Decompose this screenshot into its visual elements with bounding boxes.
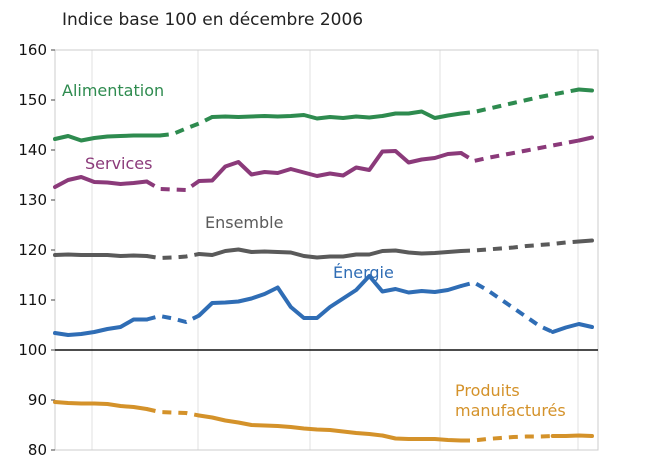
series-line-services-dashed xyxy=(459,138,580,163)
series-line-ensemble-dashed xyxy=(460,239,580,253)
grid-layer xyxy=(91,50,579,450)
chart-subtitle: Indice base 100 en décembre 2006 xyxy=(62,10,364,30)
series-line-energie-solid xyxy=(197,274,463,320)
series-label-produits-manufactures: Produits xyxy=(455,381,520,400)
series-line-energie-dashed xyxy=(460,280,554,334)
series-line-services-dashed xyxy=(145,179,201,192)
series-line-alimentation-dashed xyxy=(159,115,214,138)
y-tick-label: 130 xyxy=(18,191,47,209)
series-label-energie: Énergie xyxy=(333,263,394,282)
series-line-ensemble-solid xyxy=(53,252,149,258)
series-label-alimentation: Alimentation xyxy=(62,81,164,100)
series-line-produits-manufactures-solid xyxy=(550,433,594,438)
y-tick-label: 120 xyxy=(18,241,47,259)
series-label-ensemble: Ensemble xyxy=(205,213,283,232)
y-tick-label: 110 xyxy=(18,291,47,309)
series-label-produits-manufactures: manufacturés xyxy=(455,401,566,420)
series-line-energie-solid xyxy=(550,322,594,334)
y-tick-label: 90 xyxy=(28,391,47,409)
axis-layer: 80 90 100 110 120 130 140 150 160 xyxy=(18,41,599,459)
series-line-produits-manufactures-solid xyxy=(197,413,463,443)
series-line-alimentation-dashed xyxy=(460,87,580,116)
y-tick-label: 80 xyxy=(28,441,47,459)
series-line-ensemble-solid xyxy=(576,238,594,244)
series-line-produits-manufactures-dashed xyxy=(146,407,200,418)
series-line-services-solid xyxy=(576,135,594,143)
series-label-services: Services xyxy=(85,154,152,173)
y-tick-label: 100 xyxy=(18,341,47,359)
series-line-alimentation-solid xyxy=(210,109,463,121)
series-line-produits-manufactures-dashed xyxy=(461,434,553,443)
series-line-alimentation-solid xyxy=(53,133,162,143)
series-line-energie-dashed xyxy=(146,313,200,324)
series-line-alimentation-solid xyxy=(576,87,594,93)
series-line-ensemble-solid xyxy=(197,247,463,260)
series-line-energie-solid xyxy=(53,317,149,337)
label-layer: Alimentation Services Ensemble Énergie Produ… xyxy=(62,81,566,420)
series-line-ensemble-dashed xyxy=(146,252,200,260)
series-layer xyxy=(53,87,594,443)
y-tick-label: 150 xyxy=(18,91,47,109)
series-line-services-solid xyxy=(53,175,149,189)
y-tick-label: 160 xyxy=(18,41,47,59)
series-line-services-solid xyxy=(197,149,463,183)
y-tick-label: 140 xyxy=(18,141,47,159)
series-line-produits-manufactures-solid xyxy=(53,400,149,411)
